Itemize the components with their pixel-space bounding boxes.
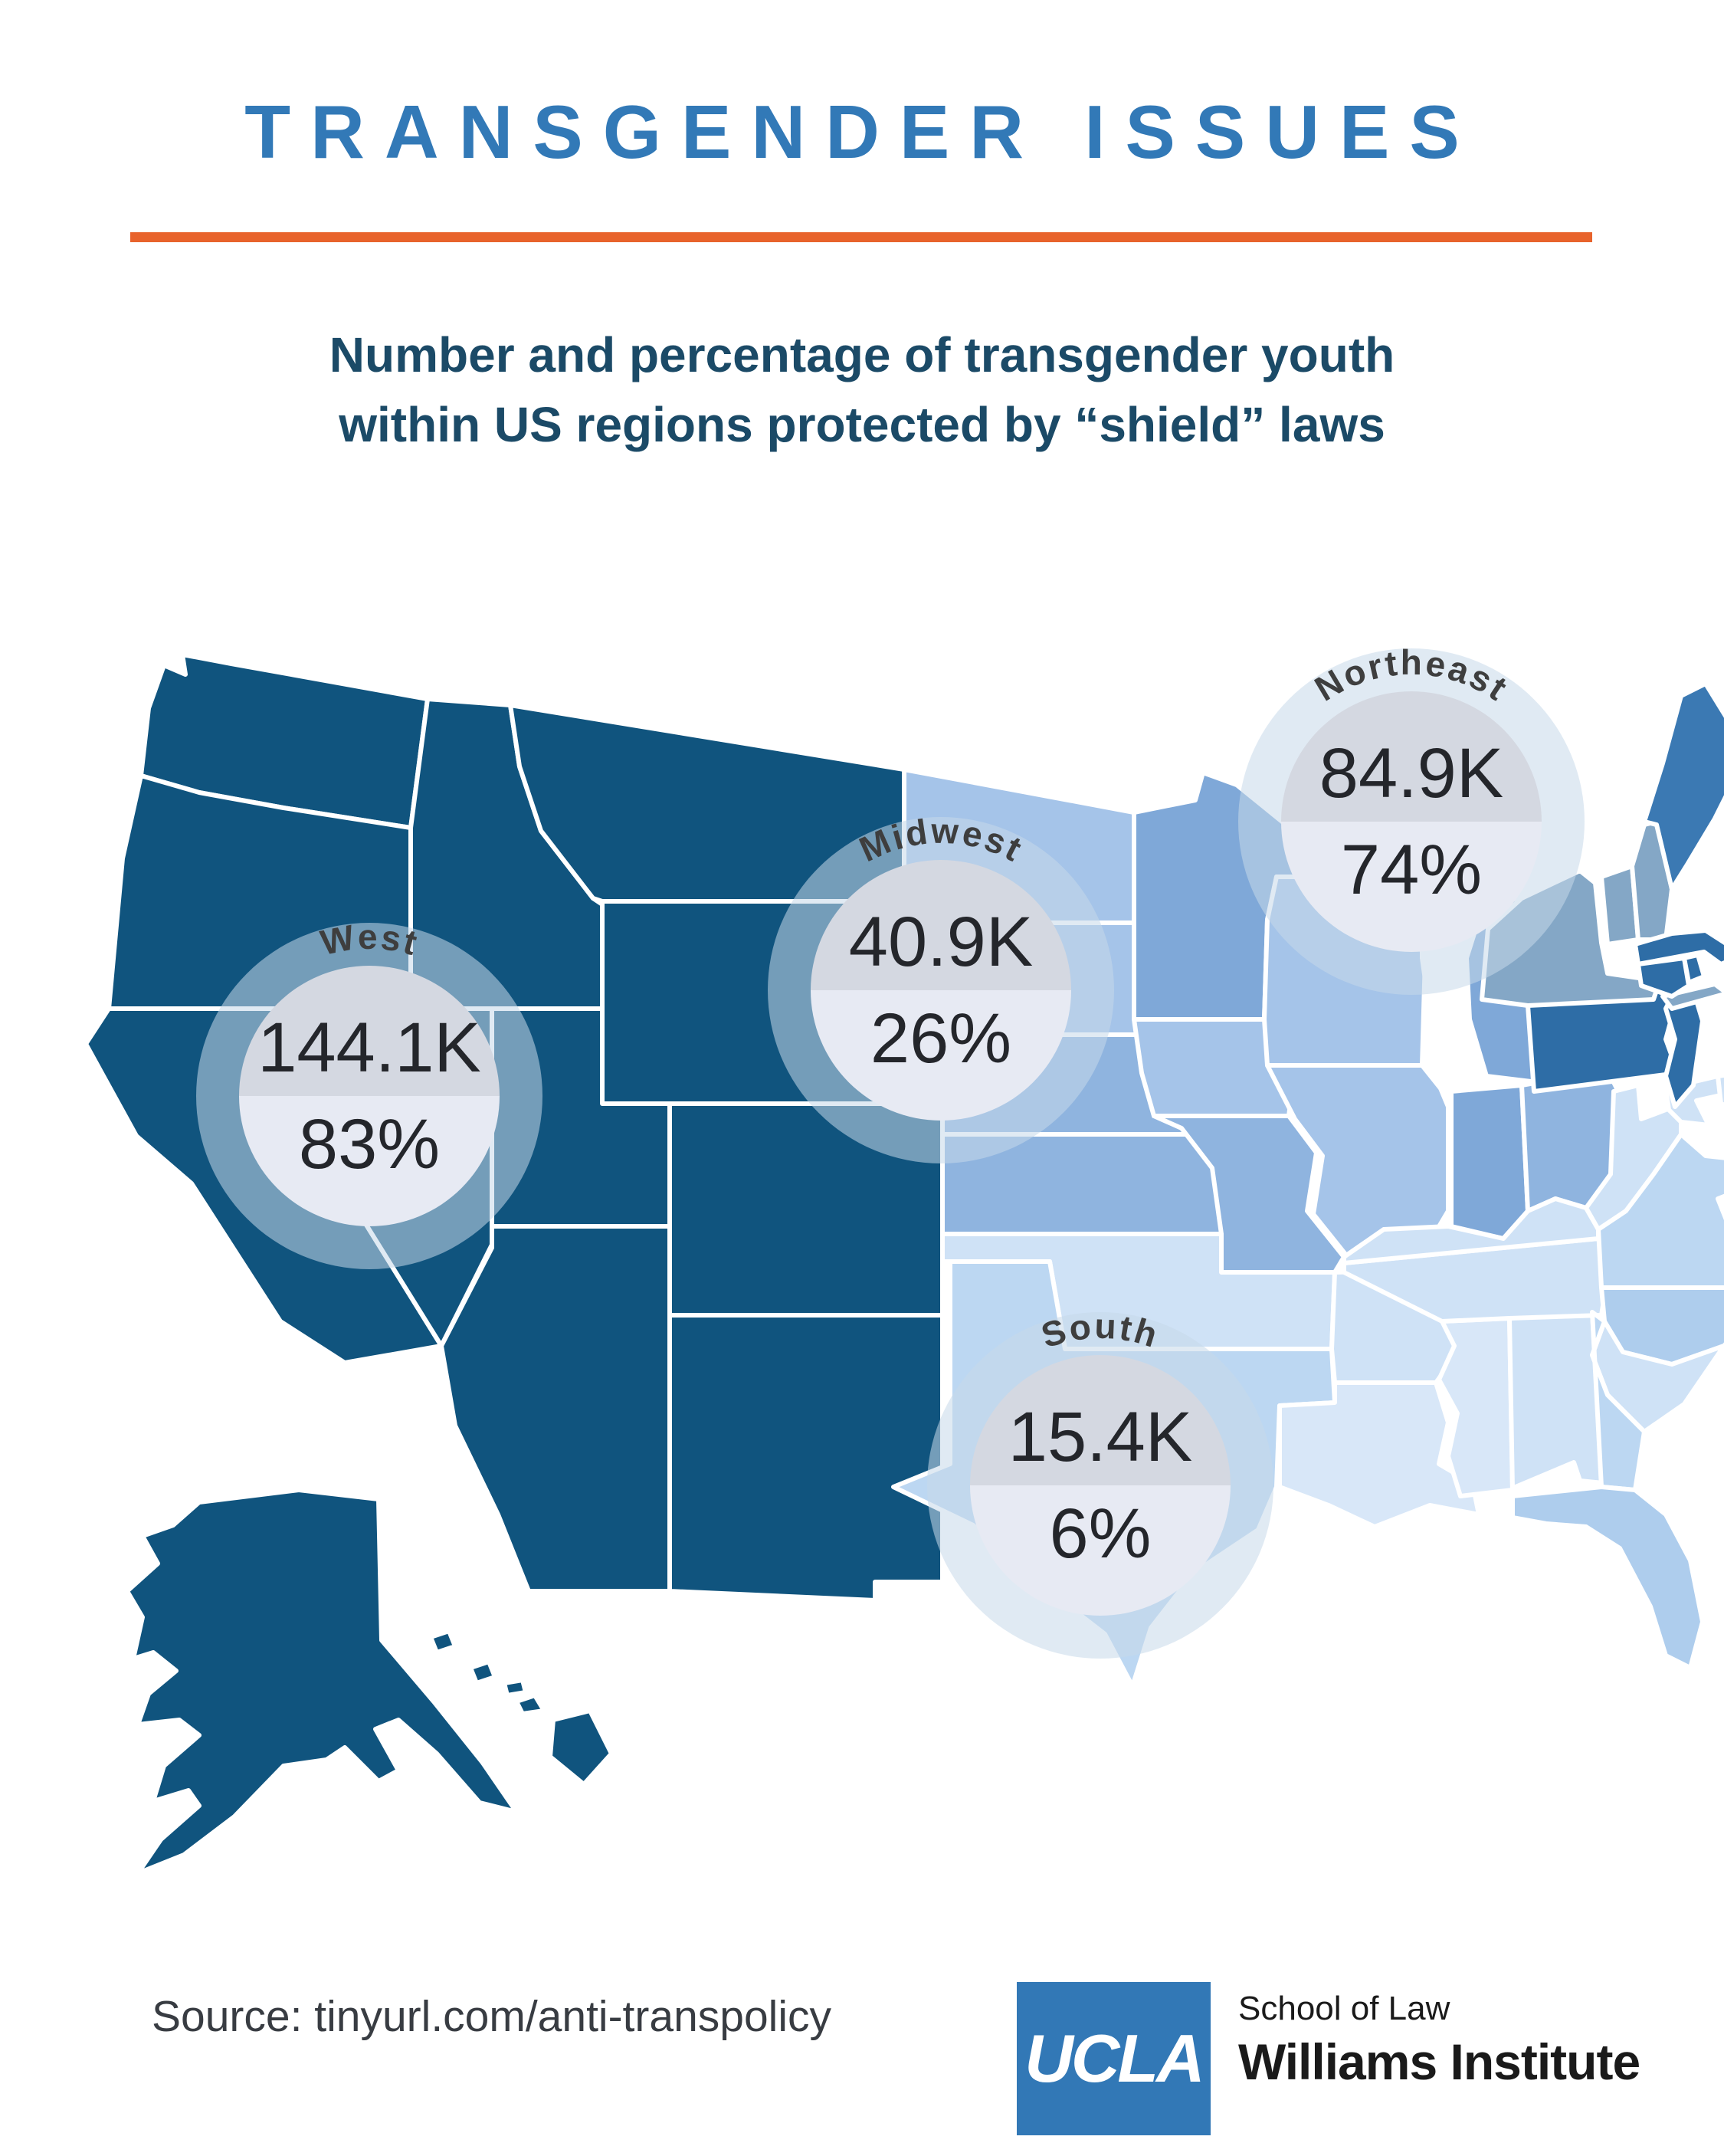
ucla-logo-mark: UCLA <box>1017 1982 1211 2135</box>
badge-west: West 144.1K 83% <box>196 917 542 1269</box>
subtitle: Number and percentage of transgender you… <box>0 320 1724 460</box>
state-new-york-long-island <box>1660 982 1724 1011</box>
badge-south: South 15.4K 6% <box>927 1306 1273 1659</box>
subtitle-line-2: within US regions protected by “shield” … <box>339 396 1385 452</box>
williams-institute-logo: School of Law Williams Institute <box>1238 1990 1640 2091</box>
badge-top-half <box>1281 691 1542 822</box>
badge-bottom-half <box>1281 822 1542 952</box>
region-percent-northeast: 74% <box>1341 831 1482 909</box>
badge-top-half <box>811 860 1071 990</box>
region-count-midwest: 40.9K <box>849 903 1033 981</box>
region-count-west: 144.1K <box>257 1009 481 1087</box>
page-title: TRANSGENDER ISSUES <box>244 90 1480 174</box>
badge-midwest: Midwest 40.9K 26% <box>768 810 1114 1163</box>
state-kentucky <box>1342 1196 1601 1265</box>
region-percent-west: 83% <box>299 1105 440 1183</box>
region-count-northeast: 84.9K <box>1319 734 1503 812</box>
state-new-mexico <box>667 1224 945 1603</box>
region-percent-south: 6% <box>1050 1495 1152 1573</box>
state-connecticut <box>1636 956 1691 999</box>
region-badges: West 144.1K 83% Midwest 40.9K 26% Northe… <box>196 642 1585 1659</box>
logo-school-of-law: School of Law <box>1238 1990 1450 2027</box>
region-percent-midwest: 26% <box>870 999 1011 1078</box>
state-alaska <box>125 1488 519 1875</box>
badge-bottom-half <box>811 990 1071 1121</box>
ucla-logo-text: UCLA <box>1024 2020 1205 2096</box>
source-text: Source: tinyurl.com/anti-transpolicy <box>152 1992 832 2041</box>
badge-top-half <box>970 1355 1231 1485</box>
state-florida <box>1510 1485 1705 1670</box>
state-indiana <box>1449 1083 1530 1241</box>
us-region-map: West 144.1K 83% Midwest 40.9K 26% Northe… <box>84 642 1724 1875</box>
state-arizona <box>439 1224 672 1593</box>
badge-bottom-half <box>239 1096 500 1226</box>
badge-northeast: Northeast 84.9K 74% <box>1238 642 1585 995</box>
badge-bottom-half <box>970 1485 1231 1616</box>
logo-williams-institute: Williams Institute <box>1238 2033 1640 2090</box>
region-count-south: 15.4K <box>1008 1398 1192 1476</box>
state-hawaii <box>428 1629 614 1787</box>
state-delaware <box>1716 1072 1724 1108</box>
title-divider <box>130 232 1592 242</box>
state-rhode-island <box>1682 953 1706 985</box>
subtitle-line-1: Number and percentage of transgender you… <box>329 327 1395 382</box>
badge-top-half <box>239 966 500 1096</box>
state-maine <box>1642 681 1724 891</box>
